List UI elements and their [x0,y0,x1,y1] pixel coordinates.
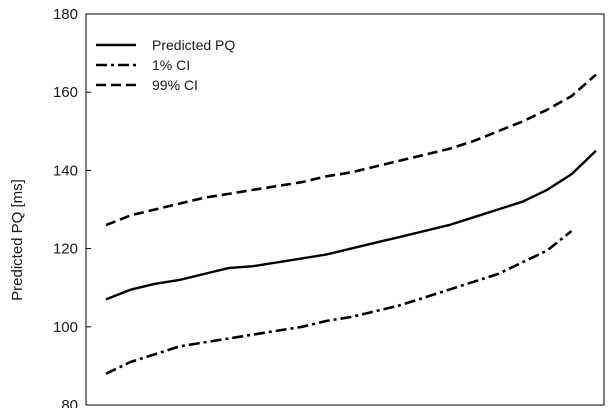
series-line-1-ci [105,229,573,375]
series-line-99-ci [105,73,597,227]
y-tick-label: 180 [53,6,78,23]
y-axis-ticks: 80 100 120 140 160 180 [53,6,91,408]
plot-area-border [85,13,605,406]
plot-frame [85,13,605,406]
series-line-predicted-pq [105,149,597,301]
y-tick-label: 140 [53,162,78,179]
legend-label: 1% CI [152,57,190,73]
y-axis-label: Predicted PQ [ms] [9,179,26,301]
series-lines [105,73,597,375]
legend-label: Predicted PQ [152,37,235,53]
y-tick-label: 80 [61,397,78,408]
y-tick-label: 160 [53,84,78,101]
y-tick-label: 100 [53,319,78,336]
y-tick-label: 120 [53,241,78,258]
legend: Predicted PQ 1% CI 99% CI [96,37,235,93]
legend-label: 99% CI [152,77,198,93]
